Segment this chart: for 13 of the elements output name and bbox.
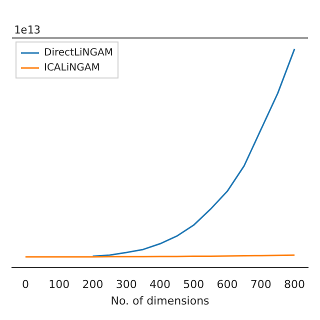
x-tick-label: 800 — [284, 278, 306, 292]
legend-label: DirectLiNGAM — [44, 48, 113, 59]
x-axis-title: No. of dimensions — [110, 294, 210, 308]
x-tick-label: 0 — [22, 278, 29, 292]
x-tick-label: 200 — [82, 278, 104, 292]
x-tick-label: 600 — [216, 278, 238, 292]
legend-label: ICALiNGAM — [44, 62, 100, 74]
x-tick-label: 400 — [150, 278, 170, 292]
x-tick-label: 300 — [116, 278, 137, 292]
x-tick-label: 500 — [183, 278, 204, 292]
x-tick-label: 100 — [48, 278, 70, 292]
x-tick-label: 700 — [250, 278, 272, 292]
text: 1e13 — [14, 23, 40, 36]
